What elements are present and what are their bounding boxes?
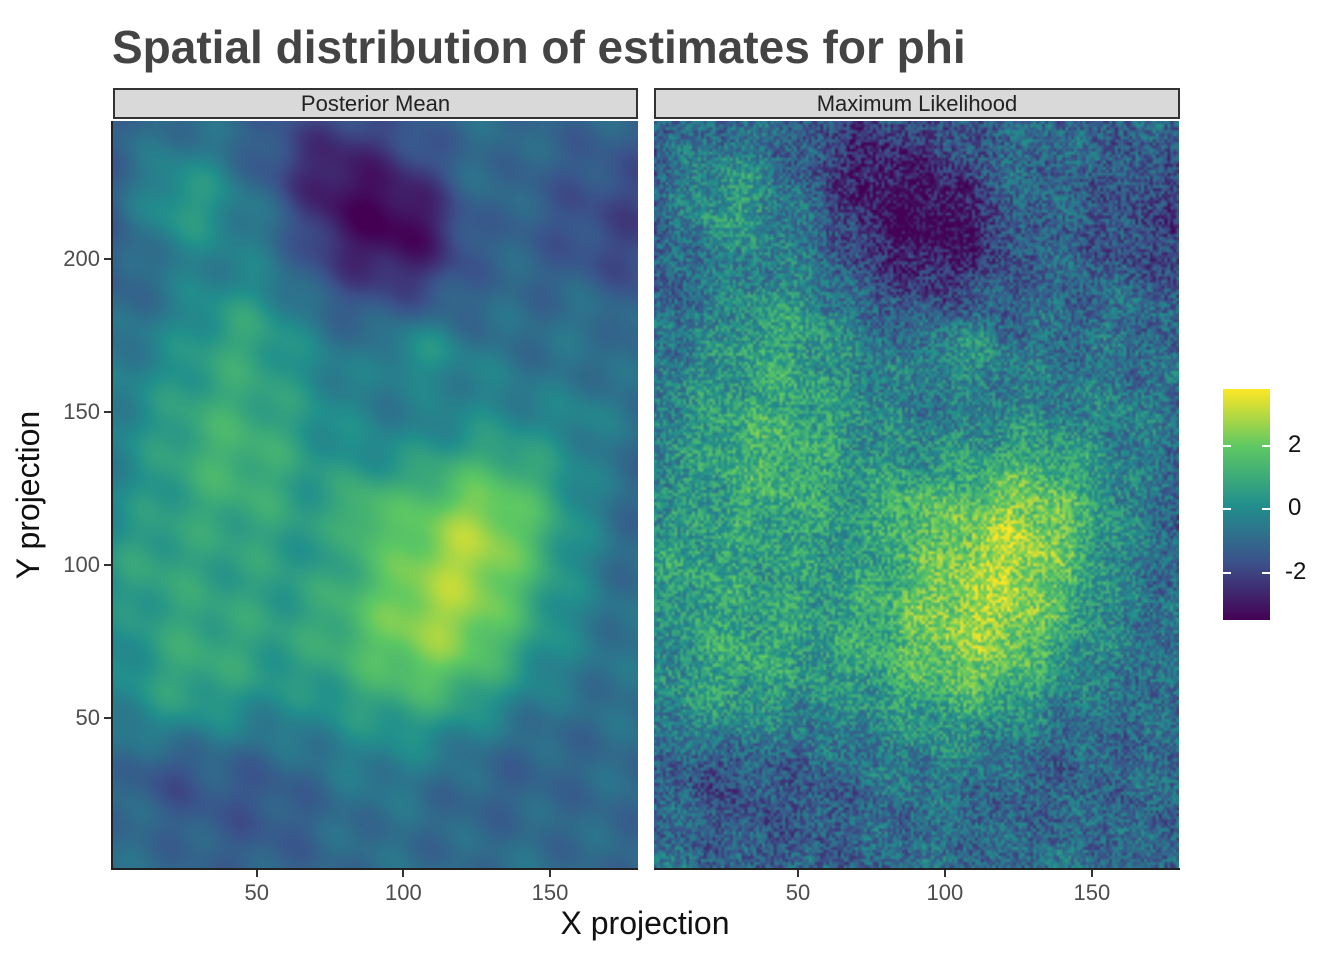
chart-title: Spatial distribution of estimates for ph… <box>112 21 966 73</box>
x-tick-label: 100 <box>385 880 422 905</box>
y-tick-label: 200 <box>63 245 100 271</box>
y-tick-label: 100 <box>63 551 100 577</box>
colorbar-tick-label: 2 <box>1288 430 1302 458</box>
heatmap-raster-posterior-mean <box>113 121 638 868</box>
y-tick-mark <box>104 410 111 413</box>
facet-strip-posterior-mean: Posterior Mean <box>113 88 638 119</box>
y-axis-line <box>111 121 113 870</box>
colorbar-tick-mark <box>1262 571 1270 574</box>
colorbar <box>1223 389 1270 620</box>
y-tick-mark <box>104 563 111 566</box>
x-tick-label: 150 <box>531 880 569 905</box>
x-tick-mark <box>796 870 799 877</box>
colorbar-tick-mark <box>1223 571 1231 574</box>
x-axis-line-right <box>654 868 1180 870</box>
x-tick-mark <box>402 870 405 877</box>
x-axis-line-left <box>111 868 638 870</box>
colorbar-tick-mark <box>1262 508 1270 511</box>
y-tick-mark <box>104 257 111 260</box>
y-tick-label: 50 <box>75 704 100 730</box>
colorbar-tick-label: -2 <box>1285 557 1307 585</box>
facet-strip-maximum-likelihood: Maximum Likelihood <box>654 88 1180 119</box>
x-tick-mark <box>255 870 258 877</box>
x-tick-label: 100 <box>926 880 964 905</box>
x-tick-label: 50 <box>785 880 811 905</box>
colorbar-tick-mark <box>1223 444 1231 447</box>
x-tick-mark <box>943 870 946 877</box>
colorbar-tick-mark <box>1262 444 1270 447</box>
colorbar-tick-mark <box>1223 508 1231 511</box>
y-tick-mark <box>104 716 111 719</box>
x-tick-label: 150 <box>1073 880 1111 905</box>
x-axis-title: X projection <box>560 905 730 941</box>
colorbar-tick-label: 0 <box>1288 494 1302 522</box>
x-tick-label: 50 <box>244 880 269 905</box>
y-axis-title: Y projection <box>10 410 46 580</box>
x-tick-mark <box>549 870 551 877</box>
x-tick-mark <box>1090 870 1093 877</box>
heatmap-panel-maximum-likelihood <box>654 121 1179 868</box>
heatmap-panel-posterior-mean <box>113 121 638 868</box>
heatmap-raster-maximum-likelihood <box>654 121 1179 868</box>
y-tick-label: 150 <box>63 398 100 424</box>
